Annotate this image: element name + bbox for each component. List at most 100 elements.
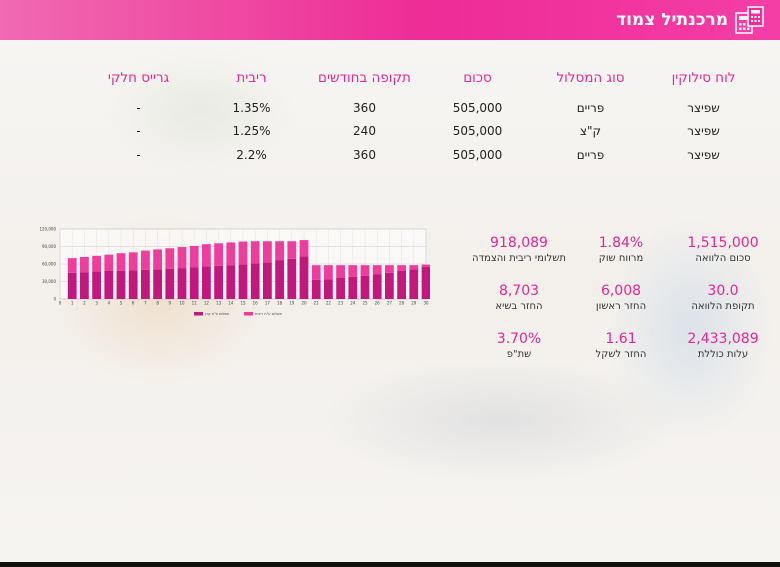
kpi-value: 1.61	[605, 331, 637, 347]
x-tick-label: 11	[192, 301, 198, 306]
bar-principal	[385, 272, 394, 299]
bar-interest	[238, 241, 248, 265]
kpi-label: תקופת הלוואה	[691, 301, 755, 312]
bar-principal	[92, 271, 101, 299]
bar-principal	[80, 272, 89, 299]
bar-interest	[80, 257, 89, 273]
bar-principal	[226, 265, 236, 299]
loan-tracks-table: לוח סילוקין סוג המסלול סכום תקופה בחודשי…	[80, 66, 760, 167]
x-tick-label: 13	[216, 301, 222, 306]
table-cell: 505,000	[452, 147, 503, 162]
kpi-label: החזר ראשון	[595, 301, 647, 312]
brand: מרכנתיל צמוד	[616, 4, 766, 36]
x-tick-label: 25	[362, 301, 368, 306]
table-cell: 240	[353, 124, 376, 139]
table-cell: 505,000	[452, 124, 503, 139]
bar-principal	[128, 270, 138, 299]
kpi-market-margin: 1.84% מרווח שוק	[570, 234, 672, 282]
x-tick-label: 9	[169, 301, 172, 306]
table-cell: 1.25%	[232, 124, 271, 139]
kpi-label: מרווח שוק	[598, 253, 644, 264]
bar-interest	[275, 241, 284, 261]
table-cell: שפיצר	[687, 124, 720, 139]
x-tick-label: 8	[156, 301, 159, 306]
kpi-value: 918,089	[490, 235, 548, 251]
table-cell: שפיצר	[687, 100, 720, 115]
bar-interest	[141, 250, 150, 270]
bar-principal	[177, 268, 187, 299]
table-row: שפיצר ק"צ 505,000 240 1.25% -	[80, 120, 760, 144]
bar-interest	[214, 243, 223, 266]
x-tick-label: 2	[83, 301, 86, 306]
bar-principal	[372, 274, 382, 299]
x-tick-label: 5	[120, 301, 123, 306]
bar-principal	[287, 258, 297, 299]
bar-interest	[336, 265, 345, 278]
bar-interest	[226, 242, 236, 266]
x-tick-label: 16	[253, 301, 259, 306]
x-tick-label: 4	[108, 301, 111, 306]
bar-principal	[348, 276, 358, 299]
bar-principal	[104, 271, 114, 299]
column-header: תקופה בחודשים	[318, 70, 411, 86]
x-tick-label: 17	[265, 301, 271, 306]
table-row: שפיצר פריים 505,000 360 1.35% -	[80, 96, 760, 120]
x-tick-label: 3	[95, 301, 98, 306]
legend-swatch	[244, 312, 253, 316]
bar-interest	[311, 265, 321, 280]
x-tick-label: 28	[399, 301, 405, 306]
x-tick-label: 30	[423, 301, 429, 306]
bar-interest	[250, 241, 260, 264]
x-tick-label: 27	[387, 301, 393, 306]
x-tick-label: 23	[338, 301, 344, 306]
kpi-value: 2,433,089	[687, 331, 759, 347]
bar-principal	[165, 268, 175, 299]
x-tick-label: 22	[326, 301, 332, 306]
kpi-value: 6,008	[600, 283, 642, 299]
bar-principal	[250, 263, 260, 299]
bottom-bar	[0, 562, 780, 567]
bar-interest	[397, 265, 406, 271]
bar-interest	[128, 252, 138, 271]
bar-interest	[287, 241, 297, 259]
kpi-loan-amount: 1,515,000 סכום הלוואה	[672, 234, 774, 282]
table-header-row: לוח סילוקין סוג המסלול סכום תקופה בחודשי…	[80, 66, 760, 90]
bar-interest	[116, 253, 126, 271]
table-cell: ק"צ	[579, 124, 602, 139]
x-tick-label: 6	[132, 301, 135, 306]
bar-interest	[189, 245, 199, 268]
page-title: מרכנתיל צמוד	[616, 10, 728, 30]
table-cell: 505,000	[452, 100, 503, 115]
table-cell: 360	[353, 147, 376, 162]
table-cell: 1.35%	[232, 100, 271, 115]
kpi-total-cost: 2,433,089 עלות כוללת	[672, 330, 774, 378]
column-header: סוג המסלול	[556, 70, 625, 86]
bar-principal	[141, 269, 150, 299]
x-tick-label: 10	[179, 301, 185, 306]
bar-principal	[153, 269, 162, 299]
bar-principal	[275, 260, 284, 299]
kpi-loan-period: 30.0 תקופת הלוואה	[672, 282, 774, 330]
y-tick-label: 30,000	[42, 279, 56, 284]
bar-principal	[397, 271, 406, 299]
x-tick-label: 15	[240, 301, 246, 306]
x-tick-label: 19	[289, 301, 295, 306]
x-tick-label: 7	[144, 301, 147, 306]
x-tick-label: 12	[204, 301, 210, 306]
bar-principal	[202, 266, 211, 299]
x-tick-label: 24	[350, 301, 356, 306]
table-cell: שפיצר	[687, 147, 720, 162]
table-row: שפיצר פריים 505,000 360 2.2% -	[80, 143, 760, 167]
x-tick-label: 20	[301, 301, 307, 306]
kpi-label: תשלומי ריבית והצמדה	[472, 253, 566, 264]
kpi-first-payment: 6,008 החזר ראשון	[570, 282, 672, 330]
kpi-label: עלות כוללת	[697, 349, 749, 360]
bar-interest	[324, 265, 333, 280]
bar-interest	[409, 265, 419, 270]
table-cell: פריים	[576, 147, 605, 162]
table-cell: 360	[353, 100, 376, 115]
legend-label: תשלום ע"ח קרן	[205, 312, 230, 316]
x-tick-label: 14	[228, 301, 234, 306]
column-header: ריבית	[236, 70, 267, 86]
